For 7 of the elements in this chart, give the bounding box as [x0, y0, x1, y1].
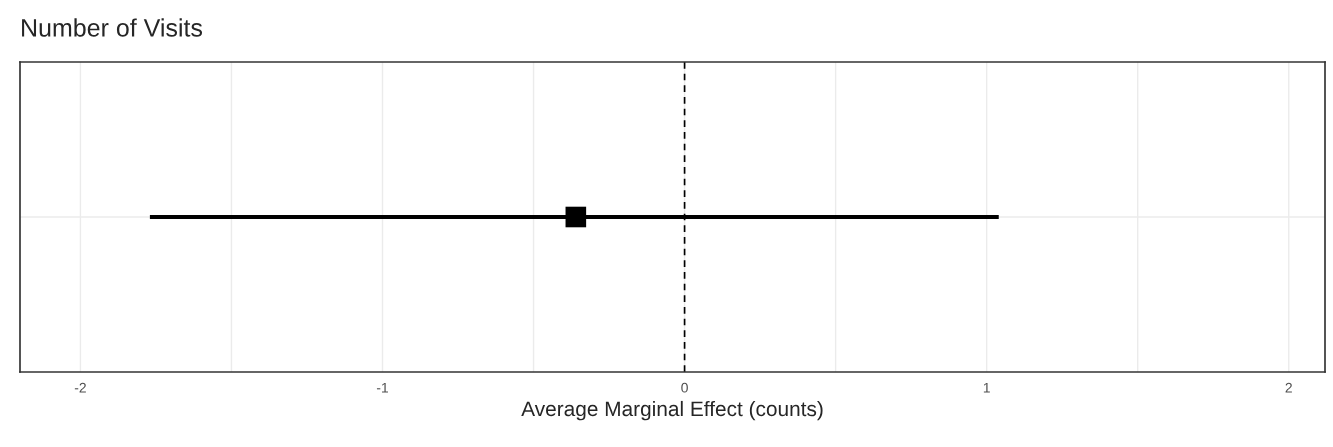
x-axis-title: Average Marginal Effect (counts) [521, 400, 823, 421]
x-tick-label: 2 [1285, 382, 1292, 393]
x-tick-label: 1 [983, 382, 990, 393]
chart-title: Number of Visits [22, 18, 203, 37]
x-tick-label: -1 [376, 382, 388, 393]
x-tick-label: 0 [681, 382, 688, 393]
x-tick-label: -2 [74, 382, 86, 393]
